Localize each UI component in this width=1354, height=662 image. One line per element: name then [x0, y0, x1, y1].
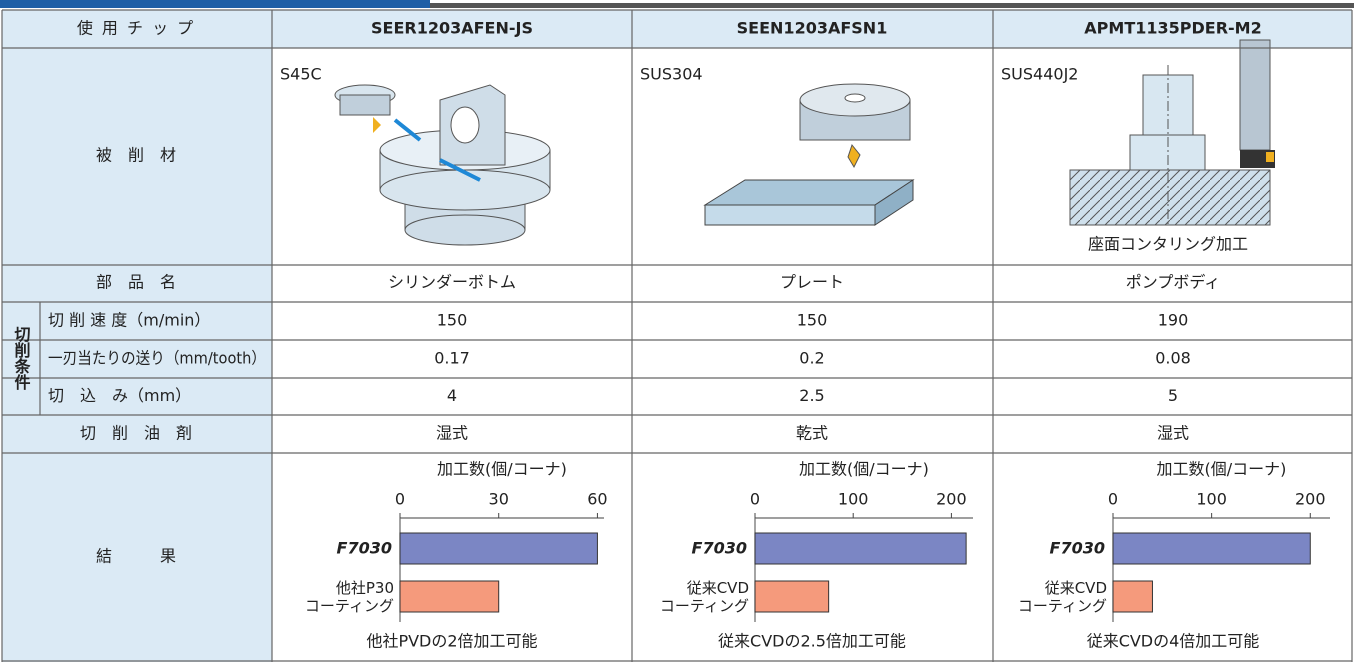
- caption: 他社PVDの2倍加工可能: [366, 632, 537, 651]
- category-label: 従来CVD コーティング: [1017, 579, 1107, 615]
- condition-value: 5: [1168, 386, 1178, 405]
- material: SUS440J2: [1001, 65, 1078, 84]
- bar: [754, 532, 967, 565]
- part-name: プレート: [780, 273, 844, 292]
- condition-value: 190: [1158, 311, 1189, 330]
- chart-title: 加工数(個/コーナ): [1157, 460, 1287, 479]
- condition-value: 0.2: [799, 349, 824, 368]
- condition-value: 150: [437, 311, 468, 330]
- label-column-bg: [2, 453, 272, 662]
- illustration-3: [1069, 39, 1275, 226]
- caption: 従来CVDの2.5倍加工可能: [718, 632, 906, 651]
- material: SUS304: [640, 65, 703, 84]
- condition-value: 0.17: [434, 349, 470, 368]
- coolant: 湿式: [436, 424, 468, 443]
- header-chip: SEEN1203AFSN1: [737, 19, 888, 38]
- material: S45C: [280, 65, 322, 84]
- x-tick-label: 0: [1108, 490, 1118, 509]
- bar: [1112, 580, 1153, 613]
- bar: [399, 532, 598, 565]
- row-label: 切 削 速 度（m/min）: [48, 311, 210, 330]
- coolant: 湿式: [1157, 424, 1189, 443]
- chart-title: 加工数(個/コーナ): [799, 460, 929, 479]
- x-tick-label: 0: [395, 490, 405, 509]
- illustration-1: [334, 84, 551, 246]
- row-label: 一刃当たりの送り（mm/tooth）: [48, 349, 266, 368]
- part-name: シリンダーボトム: [388, 273, 516, 292]
- row-label: 切 込 み（mm）: [48, 386, 191, 405]
- category-label: F7030: [692, 539, 747, 558]
- part-name: ポンプボディ: [1126, 273, 1220, 292]
- label-column-bg: [2, 10, 272, 453]
- category-label: 他社P30 コーティング: [304, 579, 394, 615]
- bar: [1112, 532, 1311, 565]
- x-tick-label: 100: [1196, 490, 1227, 509]
- top-bar-gray: [430, 3, 1354, 8]
- header-label: 使 用 チ ッ プ: [77, 19, 195, 38]
- condition-value: 150: [797, 311, 828, 330]
- condition-value: 4: [447, 386, 457, 405]
- chart-title: 加工数(個/コーナ): [437, 460, 567, 479]
- x-tick-label: 60: [587, 490, 607, 509]
- x-tick-label: 200: [1295, 490, 1326, 509]
- header-chip: APMT1135PDER-M2: [1084, 19, 1261, 38]
- category-label: F7030: [1050, 539, 1105, 558]
- bar: [754, 580, 830, 613]
- x-tick-label: 30: [489, 490, 509, 509]
- top-bar-blue: [0, 0, 430, 8]
- header-chip: SEER1203AFEN-JS: [371, 19, 533, 38]
- bar: [399, 580, 500, 613]
- x-tick-label: 100: [838, 490, 869, 509]
- coolant: 乾式: [796, 424, 828, 443]
- row-label: 部 品 名: [96, 273, 176, 292]
- category-label: F7030: [337, 539, 392, 558]
- caption: 従来CVDの4倍加工可能: [1087, 632, 1260, 651]
- condition-value: 2.5: [799, 386, 824, 405]
- row-label: 結 果: [96, 547, 176, 566]
- note: 座面コンタリング加工: [1088, 235, 1248, 254]
- x-tick-label: 200: [936, 490, 967, 509]
- condition-value: 0.08: [1155, 349, 1191, 368]
- row-label: 切 削 油 剤: [80, 424, 192, 443]
- row-label: 被 削 材: [96, 146, 176, 165]
- header-bg: [272, 10, 1352, 48]
- category-label: 従来CVD コーティング: [659, 579, 749, 615]
- illustration-2: [703, 83, 915, 226]
- group-label: 切削条件: [12, 326, 32, 391]
- x-tick-label: 0: [750, 490, 760, 509]
